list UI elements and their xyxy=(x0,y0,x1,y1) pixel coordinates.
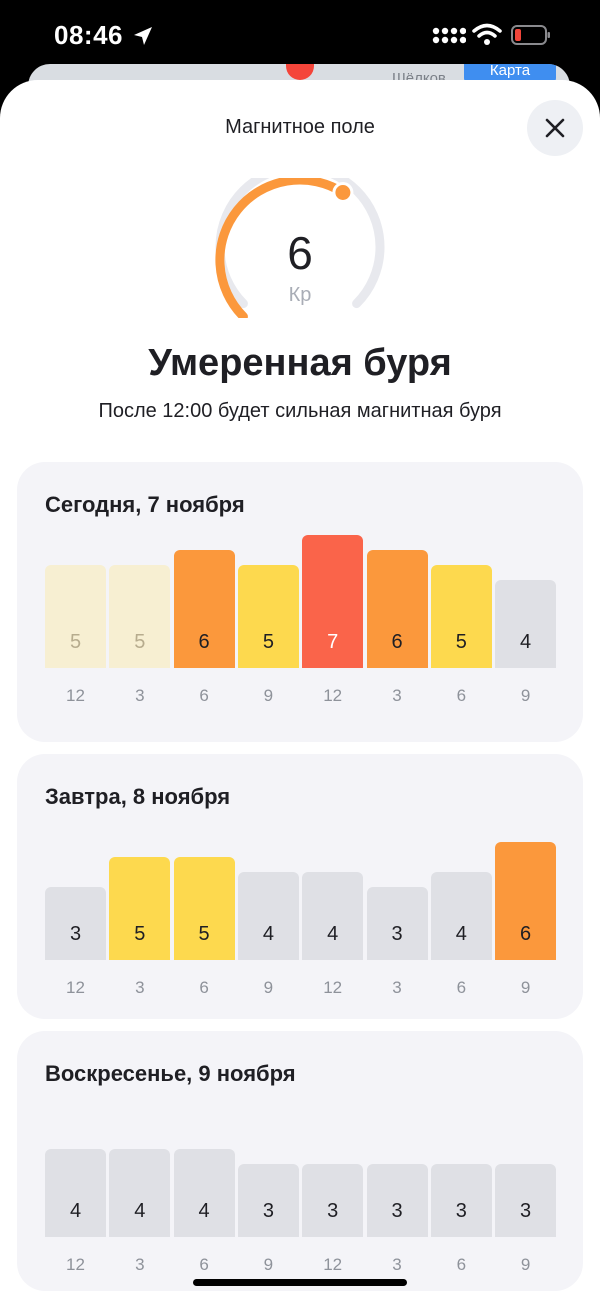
kp-bar: 3 xyxy=(302,1164,364,1237)
close-button[interactable] xyxy=(527,100,583,156)
hour-tick-label: 6 xyxy=(456,978,467,997)
hour-tick-label: 9 xyxy=(263,1255,274,1274)
kp-bar-value: 5 xyxy=(455,631,467,653)
kp-bar-value: 6 xyxy=(198,631,210,653)
hour-tick-label: 6 xyxy=(456,686,467,705)
kp-bar-value: 5 xyxy=(134,923,146,945)
kp-bar-value: 6 xyxy=(520,923,532,945)
kp-bar: 6 xyxy=(495,842,557,960)
kp-bar-value: 4 xyxy=(198,1200,210,1222)
map-pin-icon xyxy=(286,64,314,80)
kp-value: 6 xyxy=(287,227,313,279)
hour-tick-label: 9 xyxy=(520,686,531,705)
cellular-signal-icon xyxy=(432,27,466,44)
gauge-knob xyxy=(332,182,354,203)
hour-tick-label: 9 xyxy=(520,1255,531,1274)
kp-bar: 5 xyxy=(430,565,492,668)
hour-tick-label: 3 xyxy=(135,686,145,705)
kp-bar-value: 4 xyxy=(455,923,467,945)
day-card-1: Завтра, 8 ноября 3 12 5 3 5 6 4 9 4 12 3 3 4 6 6 9 xyxy=(17,754,583,1019)
kp-bar-value: 5 xyxy=(262,631,274,653)
kp-bar-value: 4 xyxy=(327,923,339,945)
kp-bar: 4 xyxy=(109,1149,171,1237)
status-bar: 08:46 xyxy=(0,0,600,70)
battery-low-icon xyxy=(511,25,550,45)
kp-bar-value: 3 xyxy=(455,1200,467,1222)
kp-bar-value: 4 xyxy=(134,1200,146,1222)
kp-bar-value: 6 xyxy=(391,631,403,653)
day-title: Воскресенье, 9 ноября xyxy=(45,1061,296,1086)
kp-bar: 6 xyxy=(366,550,428,668)
hour-tick-label: 12 xyxy=(323,686,343,705)
kp-gauge xyxy=(215,178,385,318)
hour-tick-label: 12 xyxy=(66,978,85,997)
close-icon xyxy=(545,118,565,138)
kp-bar: 5 xyxy=(237,565,299,668)
hour-tick-label: 6 xyxy=(199,686,209,705)
sheet-title: Магнитное поле xyxy=(225,116,375,138)
wifi-icon xyxy=(472,23,502,45)
magnetic-field-sheet: Магнитное поле 6 Кр Умеренная буря После… xyxy=(0,80,600,1297)
kp-bar: 4 xyxy=(302,872,364,960)
kp-bar: 7 xyxy=(302,535,364,668)
kp-bar: 4 xyxy=(430,872,492,960)
kp-bar-value: 3 xyxy=(391,923,403,945)
kp-bar: 5 xyxy=(45,565,106,668)
hour-tick-label: 6 xyxy=(199,978,209,997)
hour-tick-label: 6 xyxy=(199,1255,209,1274)
kp-bar: 4 xyxy=(237,872,299,960)
hour-tick-label: 3 xyxy=(392,686,402,705)
storm-headline: Умеренная буря xyxy=(148,342,452,384)
kp-bar-value: 5 xyxy=(198,923,210,945)
kp-bar: 3 xyxy=(366,1164,428,1237)
kp-bar: 4 xyxy=(45,1149,106,1237)
hour-tick-label: 3 xyxy=(392,978,402,997)
gauge-fill xyxy=(215,178,348,318)
kp-bar: 4 xyxy=(495,580,557,668)
kp-bar: 3 xyxy=(237,1164,299,1237)
day-card-2: Воскресенье, 9 ноября 4 12 4 3 4 6 3 9 3 12 3 3 3 6 3 9 xyxy=(17,1031,583,1291)
hour-tick-label: 6 xyxy=(456,1255,467,1274)
hour-tick-label: 12 xyxy=(323,978,343,997)
storm-forecast-text: После 12:00 будет сильная магнитная буря xyxy=(98,400,502,422)
hour-tick-label: 9 xyxy=(263,978,274,997)
kp-bar-value: 5 xyxy=(134,631,146,653)
day-title: Сегодня, 7 ноября xyxy=(45,492,245,517)
hour-tick-label: 12 xyxy=(323,1255,343,1274)
hour-tick-label: 3 xyxy=(135,978,145,997)
kp-bar-value: 4 xyxy=(262,923,274,945)
kp-bar-value: 3 xyxy=(520,1200,532,1222)
map-button[interactable]: Карта xyxy=(464,64,556,84)
day-card-0: Сегодня, 7 ноября 5 12 5 3 6 6 5 9 7 12 6 3 5 6 4 9 xyxy=(17,462,583,742)
kp-bar-value: 5 xyxy=(69,631,82,653)
kp-unit: Кр xyxy=(288,284,312,306)
kp-bar-value: 4 xyxy=(69,1200,82,1222)
kp-bar: 3 xyxy=(430,1164,492,1237)
kp-bar: 3 xyxy=(495,1164,557,1237)
kp-bar: 3 xyxy=(45,887,106,960)
status-time: 08:46 xyxy=(54,20,123,50)
hour-tick-label: 12 xyxy=(66,686,85,705)
location-arrow-icon xyxy=(134,27,152,45)
hour-tick-label: 9 xyxy=(263,686,274,705)
kp-bar-value: 3 xyxy=(391,1200,403,1222)
kp-bar-value: 3 xyxy=(69,923,82,945)
hour-tick-label: 12 xyxy=(66,1255,85,1274)
kp-bar-value: 3 xyxy=(262,1200,274,1222)
kp-bar: 6 xyxy=(173,550,235,668)
kp-bar: 5 xyxy=(173,857,235,960)
kp-bar: 4 xyxy=(173,1149,235,1237)
home-indicator[interactable] xyxy=(193,1279,407,1286)
kp-bar: 3 xyxy=(366,887,428,960)
hour-tick-label: 9 xyxy=(520,978,531,997)
kp-bar-value: 4 xyxy=(520,631,532,653)
kp-bar-value: 7 xyxy=(327,631,339,653)
kp-bar-value: 3 xyxy=(327,1200,339,1222)
day-title: Завтра, 8 ноября xyxy=(45,784,231,809)
kp-bar: 5 xyxy=(109,565,171,668)
hour-tick-label: 3 xyxy=(392,1255,402,1274)
hour-tick-label: 3 xyxy=(135,1255,145,1274)
kp-bar: 5 xyxy=(109,857,171,960)
